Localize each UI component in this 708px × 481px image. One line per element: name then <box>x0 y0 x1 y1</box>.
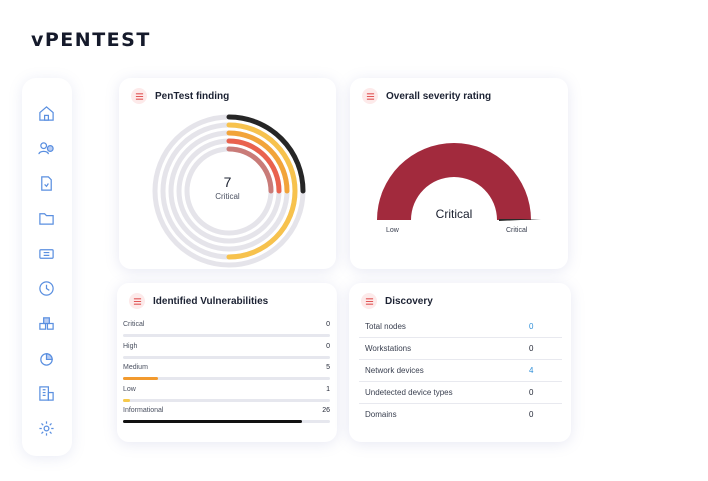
sidebar-nav <box>22 78 72 456</box>
clock-icon[interactable] <box>37 279 56 298</box>
pie-chart-icon[interactable] <box>37 349 56 368</box>
discovery-value: 0 <box>529 344 534 353</box>
boxes-icon[interactable] <box>37 314 56 333</box>
list-icon <box>362 88 378 104</box>
vulnerability-bar-fill <box>123 398 130 402</box>
discovery-value[interactable]: 0 <box>529 322 534 331</box>
card-title: Discovery <box>385 295 433 307</box>
findings-radial-chart <box>152 114 306 268</box>
severity-card: Overall severity rating Critical Low Cri… <box>350 78 568 269</box>
vulnerability-count: 26 <box>322 407 330 414</box>
severity-gauge <box>377 143 541 221</box>
vulnerability-bar-track <box>123 398 330 402</box>
discovery-row: Network devices 4 <box>359 360 562 382</box>
gauge-needle <box>499 219 541 221</box>
vulnerability-count: 1 <box>326 385 330 393</box>
vulnerabilities-card: Identified Vulnerabilities Critical 0 High… <box>117 283 337 442</box>
vulnerability-bar-fill <box>123 377 158 380</box>
vulnerability-bar-track <box>123 377 330 380</box>
gauge-fill <box>377 143 531 220</box>
discovery-label: Workstations <box>365 344 412 353</box>
severity-rating: Critical <box>435 207 473 221</box>
card-title: Overall severity rating <box>386 90 492 102</box>
findings-count: 7 <box>223 174 232 190</box>
list-icon <box>131 88 147 104</box>
vulnerability-label: Critical <box>123 321 145 328</box>
ring-arc <box>226 114 306 194</box>
vulnerability-label: Low <box>123 385 136 393</box>
card-title: Identified Vulnerabilities <box>153 295 269 307</box>
vulnerability-label: Informational <box>123 407 164 414</box>
vulnerability-bar-track <box>123 355 330 359</box>
home-icon[interactable] <box>37 104 56 123</box>
vulnerability-count: 0 <box>326 342 330 350</box>
discovery-label: Network devices <box>365 366 424 375</box>
building-icon[interactable] <box>37 384 56 403</box>
list-icon <box>129 293 145 309</box>
vulnerability-bar-track <box>123 334 330 337</box>
discovery-label: Domains <box>365 410 397 419</box>
ring-arc <box>226 122 298 260</box>
discovery-value[interactable]: 4 <box>529 366 534 375</box>
ring-arc <box>226 138 282 194</box>
users-icon[interactable] <box>37 139 56 158</box>
discovery-row: Total nodes 0 <box>359 316 562 338</box>
vulnerability-bar-track <box>123 420 330 423</box>
vulnerability-label: Medium <box>123 364 148 371</box>
folder-icon[interactable] <box>37 209 56 228</box>
discovery-label: Undetected device types <box>365 388 453 397</box>
discovery-label: Total nodes <box>365 322 406 331</box>
vulnerability-count: 0 <box>326 321 330 328</box>
findings-count-label: Critical <box>215 192 240 201</box>
discovery-row: Undetected device types 0 <box>359 382 562 404</box>
discovery-value: 0 <box>529 388 534 397</box>
discovery-card: Discovery Total nodes 0 Workstations 0 Netwo… <box>349 283 571 442</box>
ring-arc <box>226 130 290 194</box>
discovery-row: Workstations 0 <box>359 338 562 360</box>
ring-arc <box>226 146 274 194</box>
document-icon[interactable] <box>37 174 56 193</box>
discovery-value: 0 <box>529 410 534 419</box>
pentest-finding-card: PenTest finding 7 Critical <box>119 78 336 269</box>
gear-icon[interactable] <box>37 419 56 438</box>
card-title: PenTest finding <box>155 90 230 102</box>
gauge-low-label: Low <box>386 227 399 234</box>
discovery-row: Domains 0 <box>359 404 562 426</box>
app-logo: vPENTEST <box>31 29 151 51</box>
vulnerability-bar-fill <box>123 420 303 423</box>
ticket-icon[interactable] <box>37 244 56 263</box>
vulnerability-count: 5 <box>326 364 330 371</box>
vulnerability-label: High <box>123 342 138 350</box>
gauge-high-label: Critical <box>506 227 528 234</box>
list-icon <box>361 293 377 309</box>
